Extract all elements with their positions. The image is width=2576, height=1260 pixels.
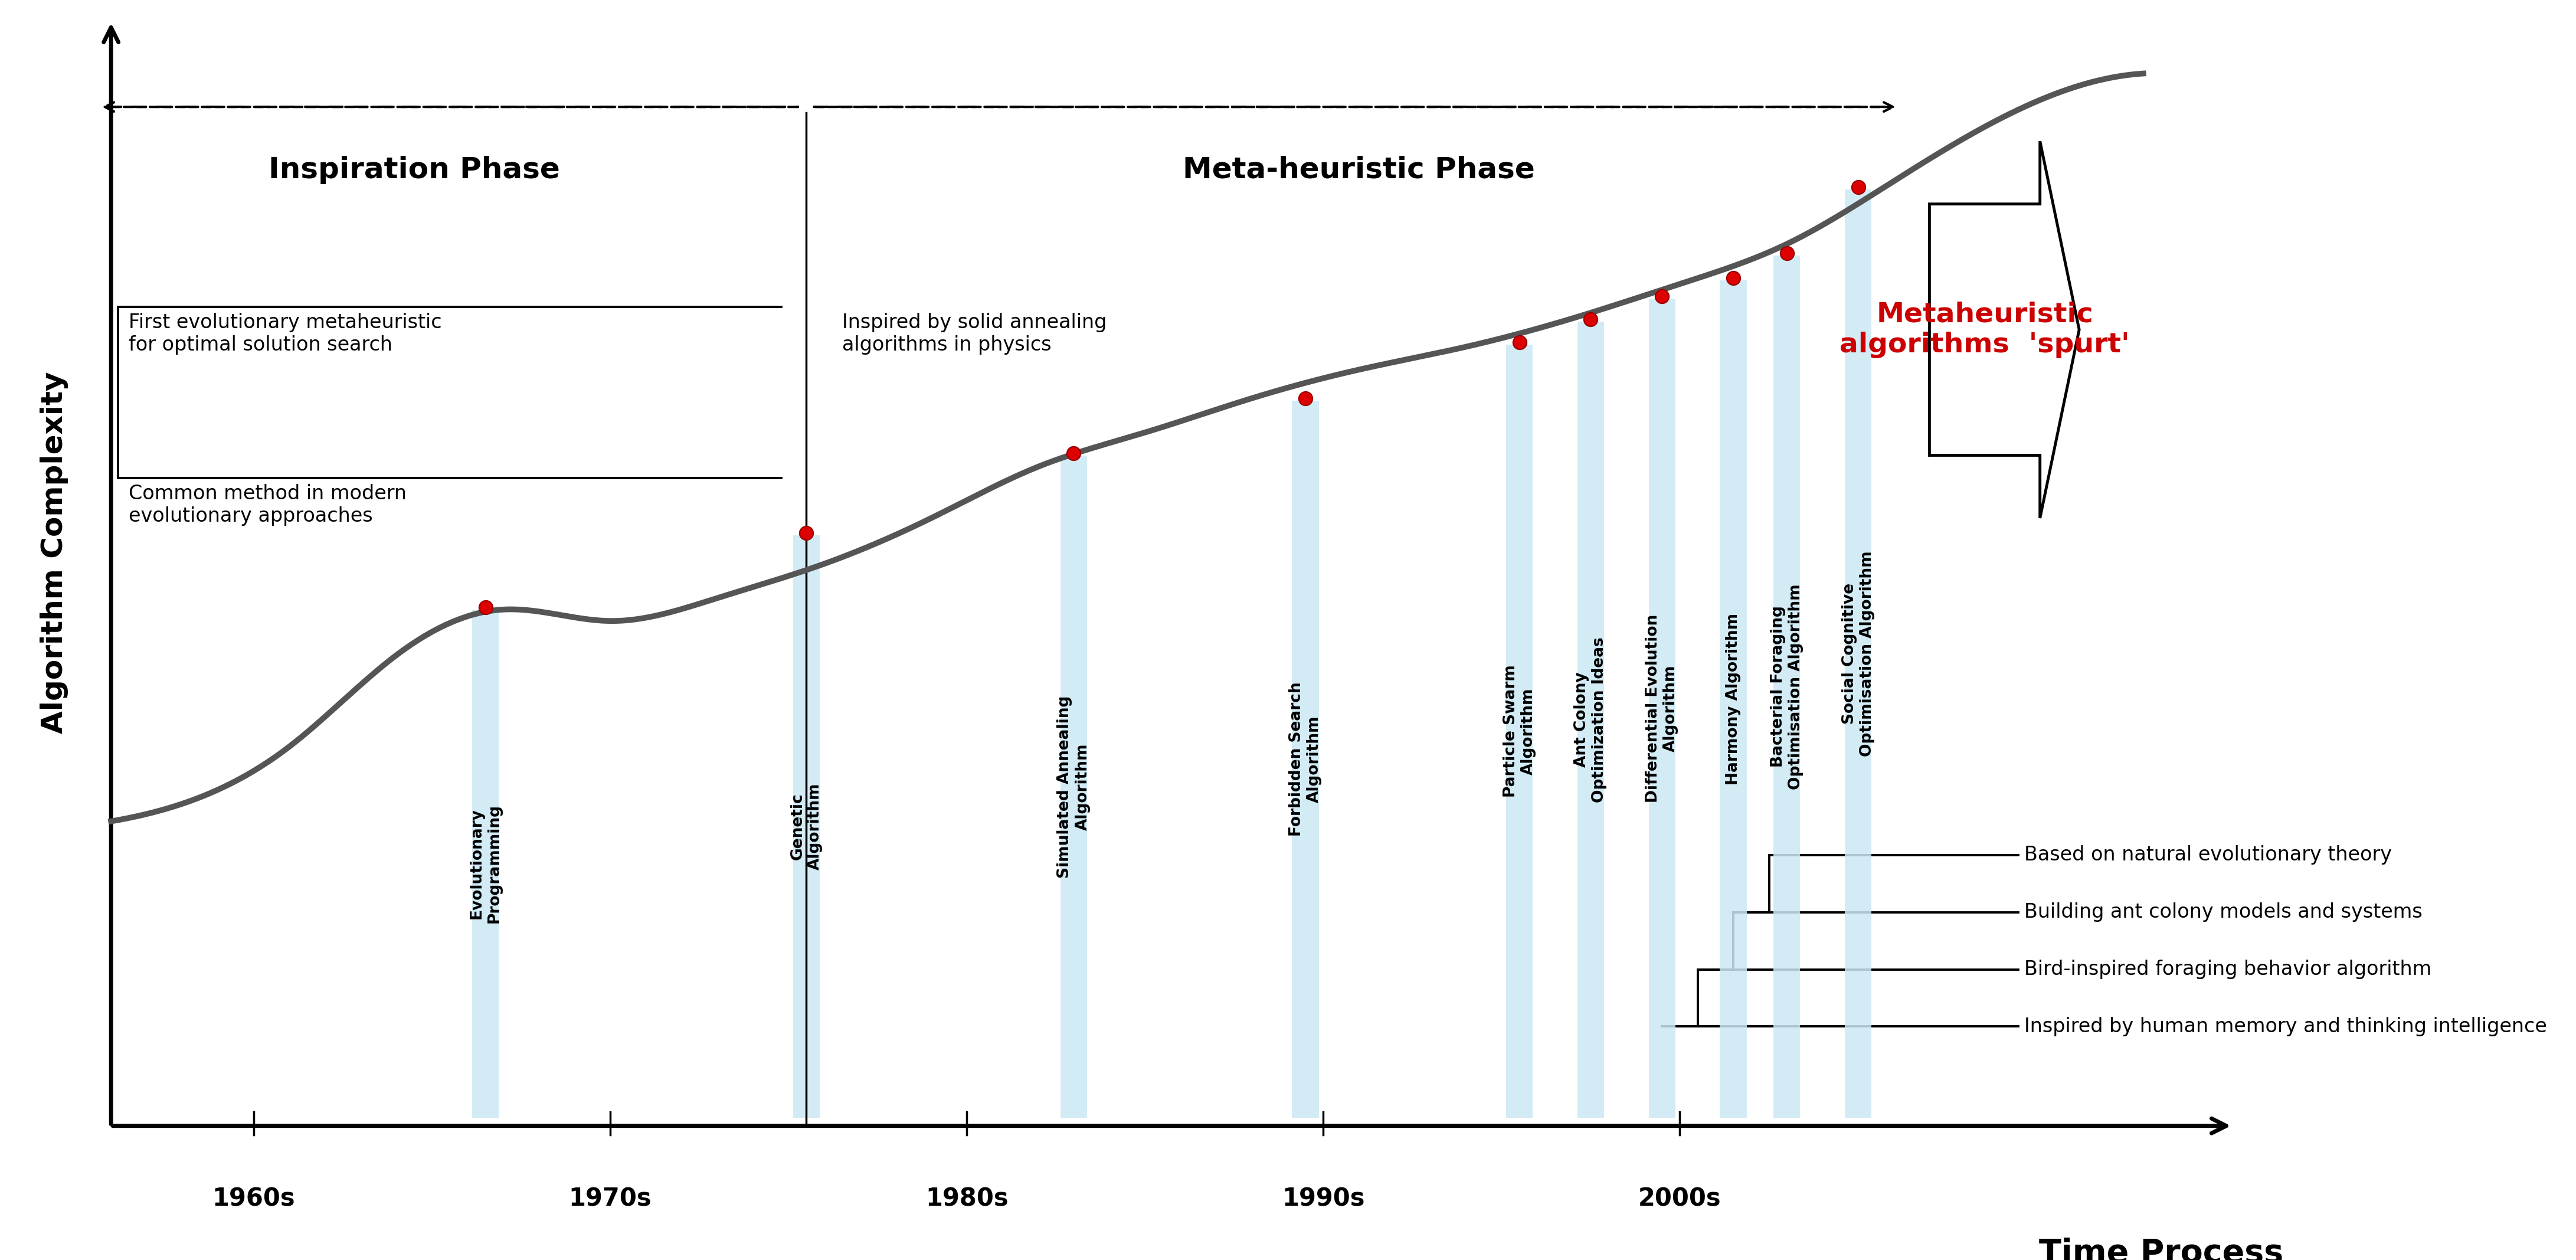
Text: Genetic
Algorithm: Genetic Algorithm: [791, 782, 822, 871]
Text: Harmony Algorithm: Harmony Algorithm: [1726, 614, 1741, 785]
Polygon shape: [1929, 141, 2079, 518]
Text: Inspiration Phase: Inspiration Phase: [268, 155, 559, 184]
Text: Social Cognitive
Optimisation Algorithm: Social Cognitive Optimisation Algorithm: [1842, 551, 1875, 756]
Text: 1990s: 1990s: [1283, 1187, 1365, 1211]
Bar: [1772, 256, 1801, 1118]
Point: [1054, 444, 1095, 464]
Bar: [793, 536, 819, 1118]
Text: Inspired by solid annealing
algorithms in physics: Inspired by solid annealing algorithms i…: [842, 312, 1108, 354]
Bar: [1649, 299, 1674, 1118]
Bar: [1293, 401, 1319, 1118]
Text: Forbidden Search
Algorithm: Forbidden Search Algorithm: [1288, 682, 1321, 837]
Text: First evolutionary metaheuristic
for optimal solution search: First evolutionary metaheuristic for opt…: [129, 312, 443, 354]
Bar: [1577, 321, 1605, 1118]
Text: 2000s: 2000s: [1638, 1187, 1721, 1211]
Bar: [471, 610, 500, 1118]
Point: [1837, 176, 1878, 197]
Text: Meta-heuristic Phase: Meta-heuristic Phase: [1182, 155, 1535, 184]
Text: 1970s: 1970s: [569, 1187, 652, 1211]
Text: Differential Evolution
Algorithm: Differential Evolution Algorithm: [1646, 614, 1680, 803]
Point: [464, 597, 505, 617]
Text: Inspired by human memory and thinking intelligence: Inspired by human memory and thinking in…: [2025, 1017, 2548, 1036]
Bar: [1061, 455, 1087, 1118]
Point: [1571, 309, 1613, 329]
Bar: [1507, 344, 1533, 1118]
Text: Based on natural evolutionary theory: Based on natural evolutionary theory: [2025, 845, 2391, 864]
Bar: [1721, 281, 1747, 1118]
Point: [1641, 286, 1682, 306]
Text: Particle Swarm
Algorithm: Particle Swarm Algorithm: [1502, 665, 1535, 798]
Bar: [1844, 189, 1873, 1118]
Text: Bird-inspired foraging behavior algorithm: Bird-inspired foraging behavior algorith…: [2025, 960, 2432, 979]
Text: Bacterial Foraging
Optimisation Algorithm: Bacterial Foraging Optimisation Algorith…: [1770, 583, 1803, 790]
Point: [1499, 333, 1540, 353]
Point: [786, 523, 827, 543]
Text: 1960s: 1960s: [211, 1187, 296, 1211]
Text: Algorithm Complexity: Algorithm Complexity: [39, 372, 67, 733]
Point: [1767, 243, 1808, 263]
Text: Time Process: Time Process: [2040, 1237, 2282, 1260]
Text: Building ant colony models and systems: Building ant colony models and systems: [2025, 902, 2421, 922]
Text: Ant Colony
Optimization Ideas: Ant Colony Optimization Ideas: [1574, 636, 1607, 803]
Text: Evolutionary
Programming: Evolutionary Programming: [469, 804, 502, 924]
Text: 1980s: 1980s: [925, 1187, 1007, 1211]
Point: [1285, 388, 1327, 408]
Text: Metaheuristic
algorithms  'spurt': Metaheuristic algorithms 'spurt': [1839, 301, 2130, 358]
Point: [1713, 268, 1754, 289]
Text: Common method in modern
evolutionary approaches: Common method in modern evolutionary app…: [129, 484, 407, 525]
Text: Simulated Annealing
Algorithm: Simulated Annealing Algorithm: [1056, 696, 1090, 878]
